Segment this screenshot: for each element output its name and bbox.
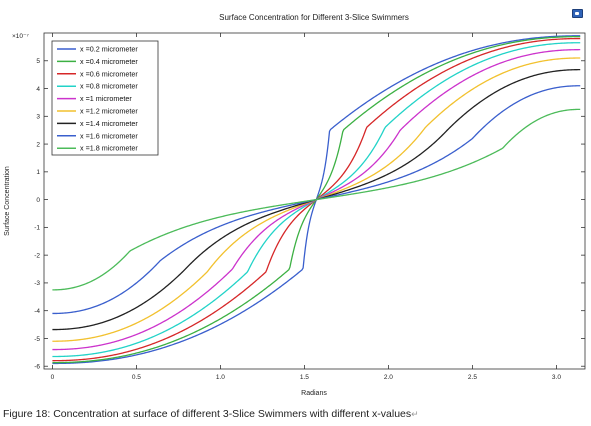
x-tick-label: 0 [51, 374, 55, 381]
y-tick-label: 1 [36, 169, 40, 176]
x-axis-label: Radians [301, 390, 327, 397]
x-tick-label: 1.0 [216, 374, 225, 381]
x-tick-label: 2.5 [468, 374, 477, 381]
paragraph-mark: ↵ [411, 409, 419, 419]
legend-label: x =1.2 micrometer [80, 107, 138, 116]
legend-label: x =1.8 micrometer [80, 144, 138, 153]
legend-label: x =0.2 micrometer [80, 45, 138, 54]
y-tick-label: -4 [34, 308, 40, 315]
legend-label: x =0.8 micrometer [80, 82, 138, 91]
x-tick-label: 0.5 [132, 374, 141, 381]
y-tick-label: 2 [36, 141, 40, 148]
y-multiplier: ×10⁻⁷ [12, 33, 29, 40]
y-tick-label: 0 [36, 197, 40, 204]
window-icon[interactable] [572, 9, 583, 18]
legend: x =0.2 micrometer x =0.4 micrometer x =0.6… [52, 41, 158, 155]
figure-caption: Figure 18: Concentration at surface of d… [3, 408, 419, 420]
legend-label: x =1.6 micrometer [80, 131, 138, 140]
chart: Surface Concentration for Different 3-Sl… [0, 0, 591, 406]
y-tick-label: 4 [36, 86, 40, 93]
x-tick-label: 3.0 [552, 374, 561, 381]
legend-label: x =1 micrometer [80, 94, 132, 103]
legend-label: x =1.4 micrometer [80, 119, 138, 128]
y-tick-label: 3 [36, 114, 40, 121]
y-tick-label: -3 [34, 280, 40, 287]
legend-label: x =0.4 micrometer [80, 57, 138, 66]
legend-label: x =0.6 micrometer [80, 69, 138, 78]
y-tick-label: -1 [34, 225, 40, 232]
x-tick-label: 1.5 [300, 374, 309, 381]
y-axis-label: Surface Concentration [4, 166, 11, 236]
chart-title: Surface Concentration for Different 3-Sl… [219, 13, 409, 22]
caption-text: Figure 18: Concentration at surface of d… [3, 408, 411, 420]
y-tick-label: -6 [34, 364, 40, 371]
x-tick-label: 2.0 [384, 374, 393, 381]
y-tick-label: 5 [36, 58, 40, 65]
y-tick-label: -2 [34, 252, 40, 259]
y-tick-label: -5 [34, 336, 40, 343]
